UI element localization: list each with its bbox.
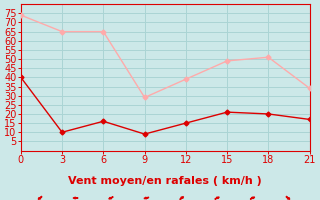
X-axis label: Vent moyen/en rafales ( km/h ): Vent moyen/en rafales ( km/h ) (68, 176, 262, 186)
